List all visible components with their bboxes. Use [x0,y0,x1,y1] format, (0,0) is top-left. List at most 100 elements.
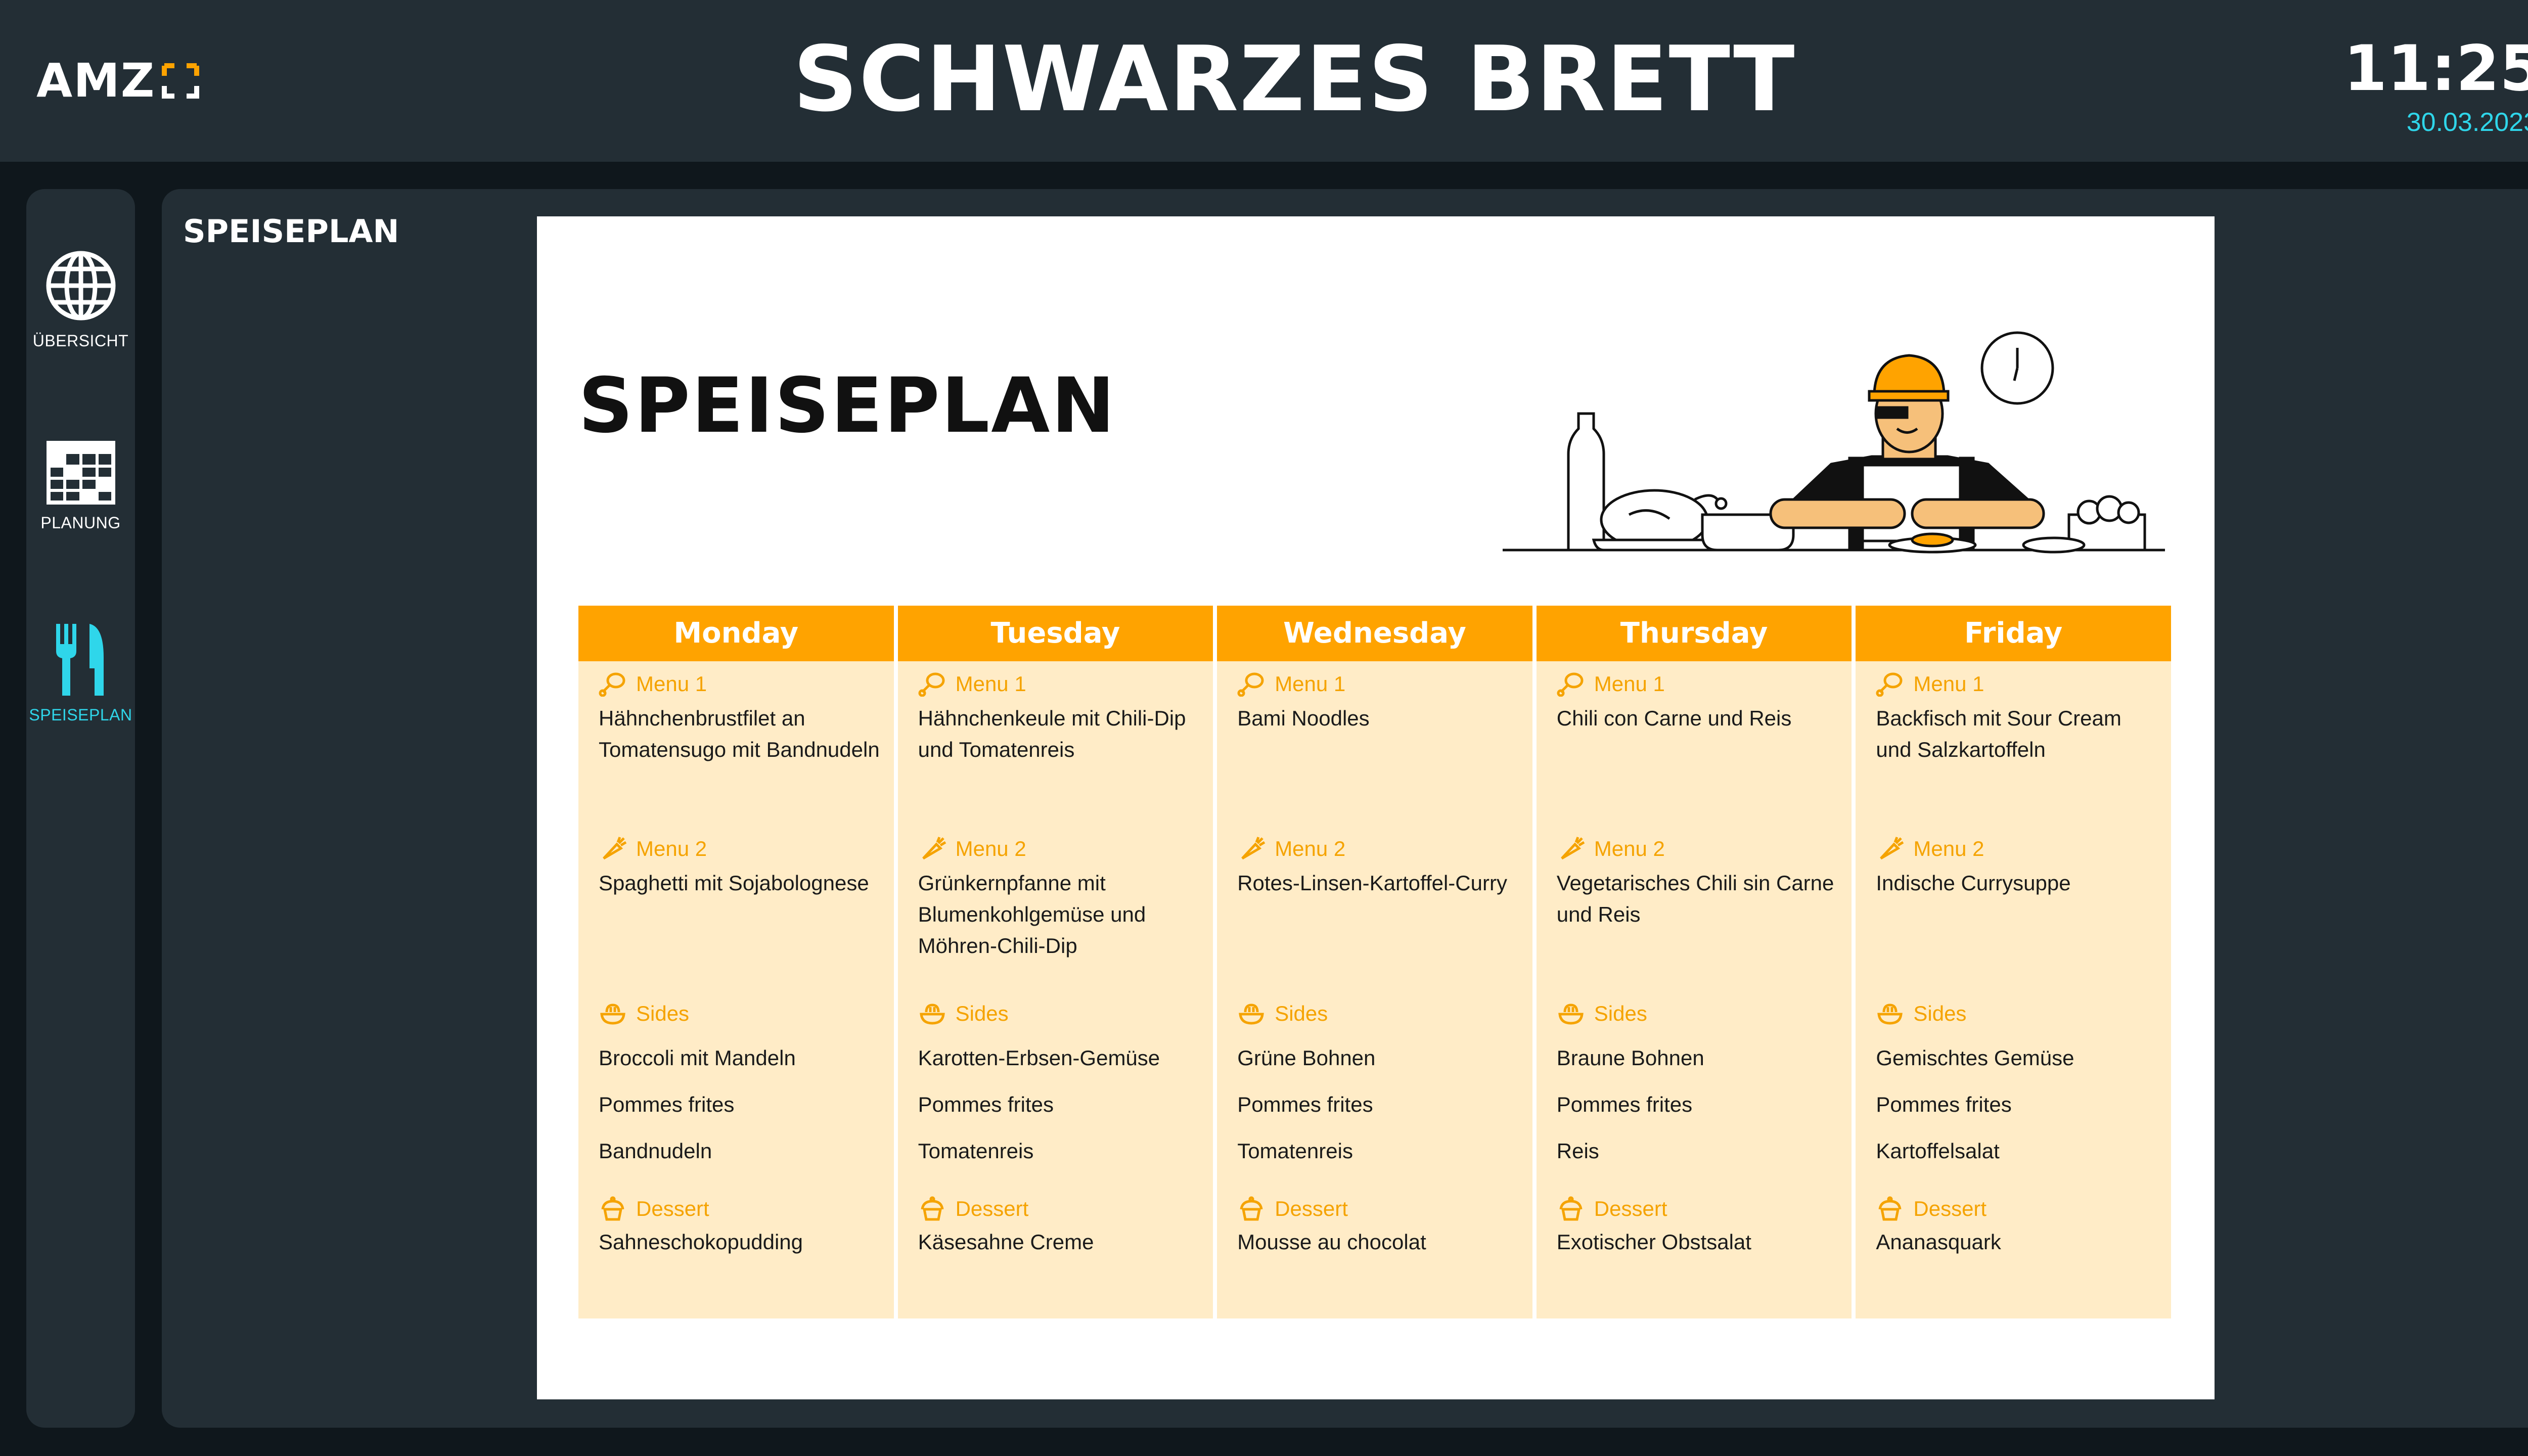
menu2-dish: Vegetarisches Chili sin Carne und Reis [1556,871,1834,926]
section-title: SPEISEPLAN [183,213,399,250]
side-dish: Karotten-Erbsen-Gemüse [918,1046,1160,1070]
side-dish: Pommes frites [599,1093,735,1116]
top-bar: AMZ SCHWARZES BRETT 11:25 30.03.2023 [0,0,2528,162]
app-title: SCHWARZES BRETT [793,27,1796,131]
drumstick-icon [1876,672,1903,697]
globe-icon [46,251,115,321]
drumstick-icon [599,672,625,697]
sidebar-item-planung[interactable]: PLANUNG [26,440,135,533]
menu2-label: Menu 2 [1876,836,1984,861]
sheet-title: SPEISEPLAN [578,362,1116,450]
cupcake-icon [601,1196,624,1221]
clock-time: 11:25 [2343,32,2528,105]
day-column-friday: Friday Menu 1 Backfisch mit Sour Cream u… [1856,606,2171,1318]
cupcake-icon [1240,1196,1263,1221]
sidebar-label-uebersicht: ÜBERSICHT [32,332,129,350]
menu-sheet: SPEISEPLAN [537,216,2215,1399]
main-panel: SPEISEPLAN SPEISEPLAN [162,189,2528,1428]
menu2-label: Menu 2 [918,836,1026,861]
sides-label: Sides [918,1001,1009,1026]
menu1-label: Menu 1 [1557,671,1665,697]
amz-logo: AMZ [36,56,201,106]
side-dish: Broccoli mit Mandeln [599,1046,796,1070]
side-dish: Reis [1556,1139,1599,1163]
menu2-dish: Grünkernpfanne mit Blumenkohlgemüse und … [918,871,1146,958]
side-dish: Bandnudeln [599,1139,712,1163]
menu2-dish: Rotes-Linsen-Kartoffel-Curry [1237,871,1507,895]
menu1-label: Menu 1 [1237,671,1345,697]
side-dish: Tomatenreis [1237,1139,1353,1163]
logo-bracket-icon [162,63,200,99]
logo-text: AMZ [36,54,156,108]
dessert-label: Dessert [1876,1196,1987,1221]
menu2-label: Menu 2 [1237,836,1345,861]
clock-date: 30.03.2023 [2406,108,2528,137]
menu2-dish: Indische Currysuppe [1876,871,2071,895]
day-column-wednesday: Wednesday Menu 1 Bami Noodles Menu 2 Rot… [1217,606,1532,1318]
side-dish: Braune Bohnen [1556,1046,1704,1070]
carrot-icon [1880,837,1904,860]
day-header: Monday [578,606,894,661]
drumstick-icon [1557,672,1584,697]
menu2-dish: Spaghetti mit Sojabolognese [599,871,869,895]
weekly-menu-grid: Monday Menu 1 Hähnchenbrustfilet an Toma… [578,606,2171,1318]
sidebar-item-speiseplan[interactable]: SPEISEPLAN [26,622,135,725]
sidebar-label-planung: PLANUNG [40,514,121,532]
side-dish: Kartoffelsalat [1876,1139,2000,1163]
bowl-icon [1239,1004,1264,1025]
drumstick-icon [918,672,945,697]
dessert-label: Dessert [918,1196,1028,1221]
day-header: Wednesday [1217,606,1532,661]
cupcake-icon [1559,1196,1583,1221]
chef-illustration [1503,331,2165,554]
carrot-icon [1241,837,1266,860]
dessert-dish: Exotischer Obstsalat [1556,1230,1751,1254]
dessert-dish: Käsesahne Creme [918,1230,1094,1254]
menu1-dish: Chili con Carne und Reis [1556,706,1792,730]
day-column-tuesday: Tuesday Menu 1 Hähnchenkeule mit Chili-D… [897,606,1213,1318]
day-column-monday: Monday Menu 1 Hähnchenbrustfilet an Toma… [578,606,894,1318]
carrot-icon [922,837,946,860]
menu2-label: Menu 2 [1557,836,1665,861]
sides-label: Sides [1557,1001,1647,1026]
day-header: Friday [1856,606,2171,661]
menu2-label: Menu 2 [599,836,707,861]
drumstick-icon [1237,672,1264,697]
sidebar: ÜBERSICHT PLANUNG SPEISEPLAN [26,189,135,1428]
sides-label: Sides [1237,1001,1328,1026]
menu1-dish: Backfisch mit Sour Cream und Salzkartoff… [1876,706,2121,761]
dessert-dish: Ananasquark [1876,1230,2001,1254]
calendar-grid-icon [46,441,115,505]
dessert-label: Dessert [599,1196,709,1221]
sidebar-label-speiseplan: SPEISEPLAN [29,706,132,724]
side-dish: Pommes frites [918,1093,1054,1116]
side-dish: Pommes frites [1876,1093,2012,1116]
side-dish: Pommes frites [1237,1093,1373,1116]
bowl-icon [919,1004,945,1025]
bowl-icon [1558,1004,1584,1025]
menu1-dish: Hähnchenkeule mit Chili-Dip und Tomatenr… [918,706,1186,761]
side-dish: Pommes frites [1556,1093,1693,1116]
day-header: Thursday [1536,606,1852,661]
carrot-icon [603,837,627,860]
menu1-label: Menu 1 [918,671,1026,697]
sidebar-item-uebersicht[interactable]: ÜBERSICHT [26,248,135,351]
bowl-icon [1877,1004,1903,1025]
menu1-label: Menu 1 [599,671,707,697]
dessert-label: Dessert [1237,1196,1348,1221]
day-column-thursday: Thursday Menu 1 Chili con Carne und Reis… [1536,606,1852,1318]
dessert-dish: Sahneschokopudding [599,1230,803,1254]
sides-label: Sides [599,1001,689,1026]
dessert-dish: Mousse au chocolat [1237,1230,1426,1254]
cupcake-icon [921,1196,944,1221]
menu1-label: Menu 1 [1876,671,1984,697]
menu1-dish: Hähnchenbrustfilet an Tomatensugo mit Ba… [599,706,880,761]
side-dish: Gemischtes Gemüse [1876,1046,2074,1070]
side-dish: Tomatenreis [918,1139,1034,1163]
carrot-icon [1560,837,1585,860]
side-dish: Grüne Bohnen [1237,1046,1376,1070]
dessert-label: Dessert [1557,1196,1667,1221]
sides-label: Sides [1876,1001,1966,1026]
cupcake-icon [1878,1196,1902,1221]
fork-knife-icon [56,624,104,696]
